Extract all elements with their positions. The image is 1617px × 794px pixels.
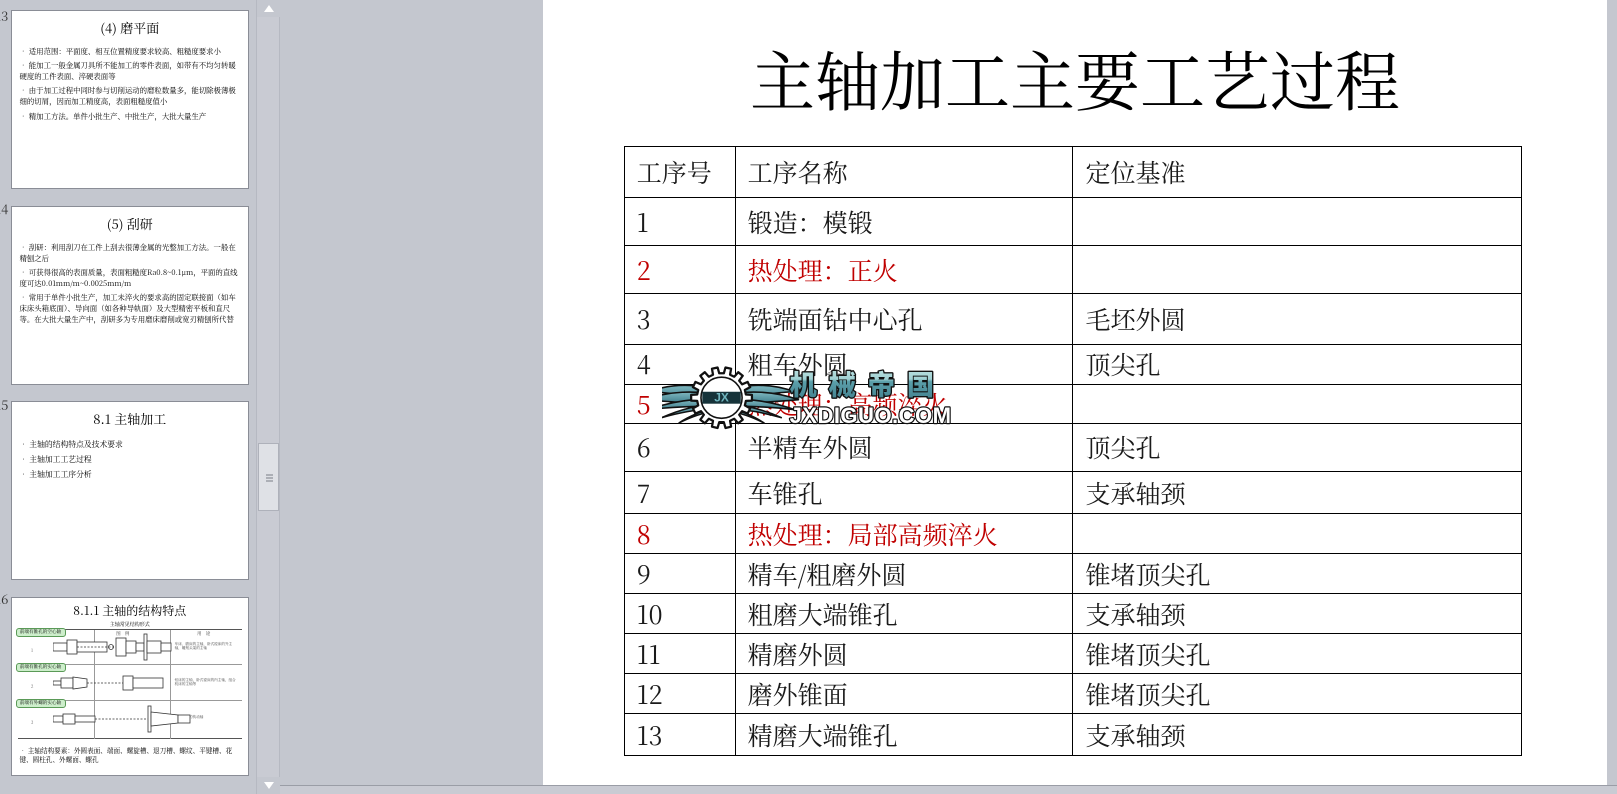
svg-text:JXDIGUO.COM: JXDIGUO.COM	[790, 403, 952, 428]
svg-text:机械帝国: 机械帝国	[790, 362, 946, 402]
svg-text:JX: JX	[714, 390, 729, 404]
